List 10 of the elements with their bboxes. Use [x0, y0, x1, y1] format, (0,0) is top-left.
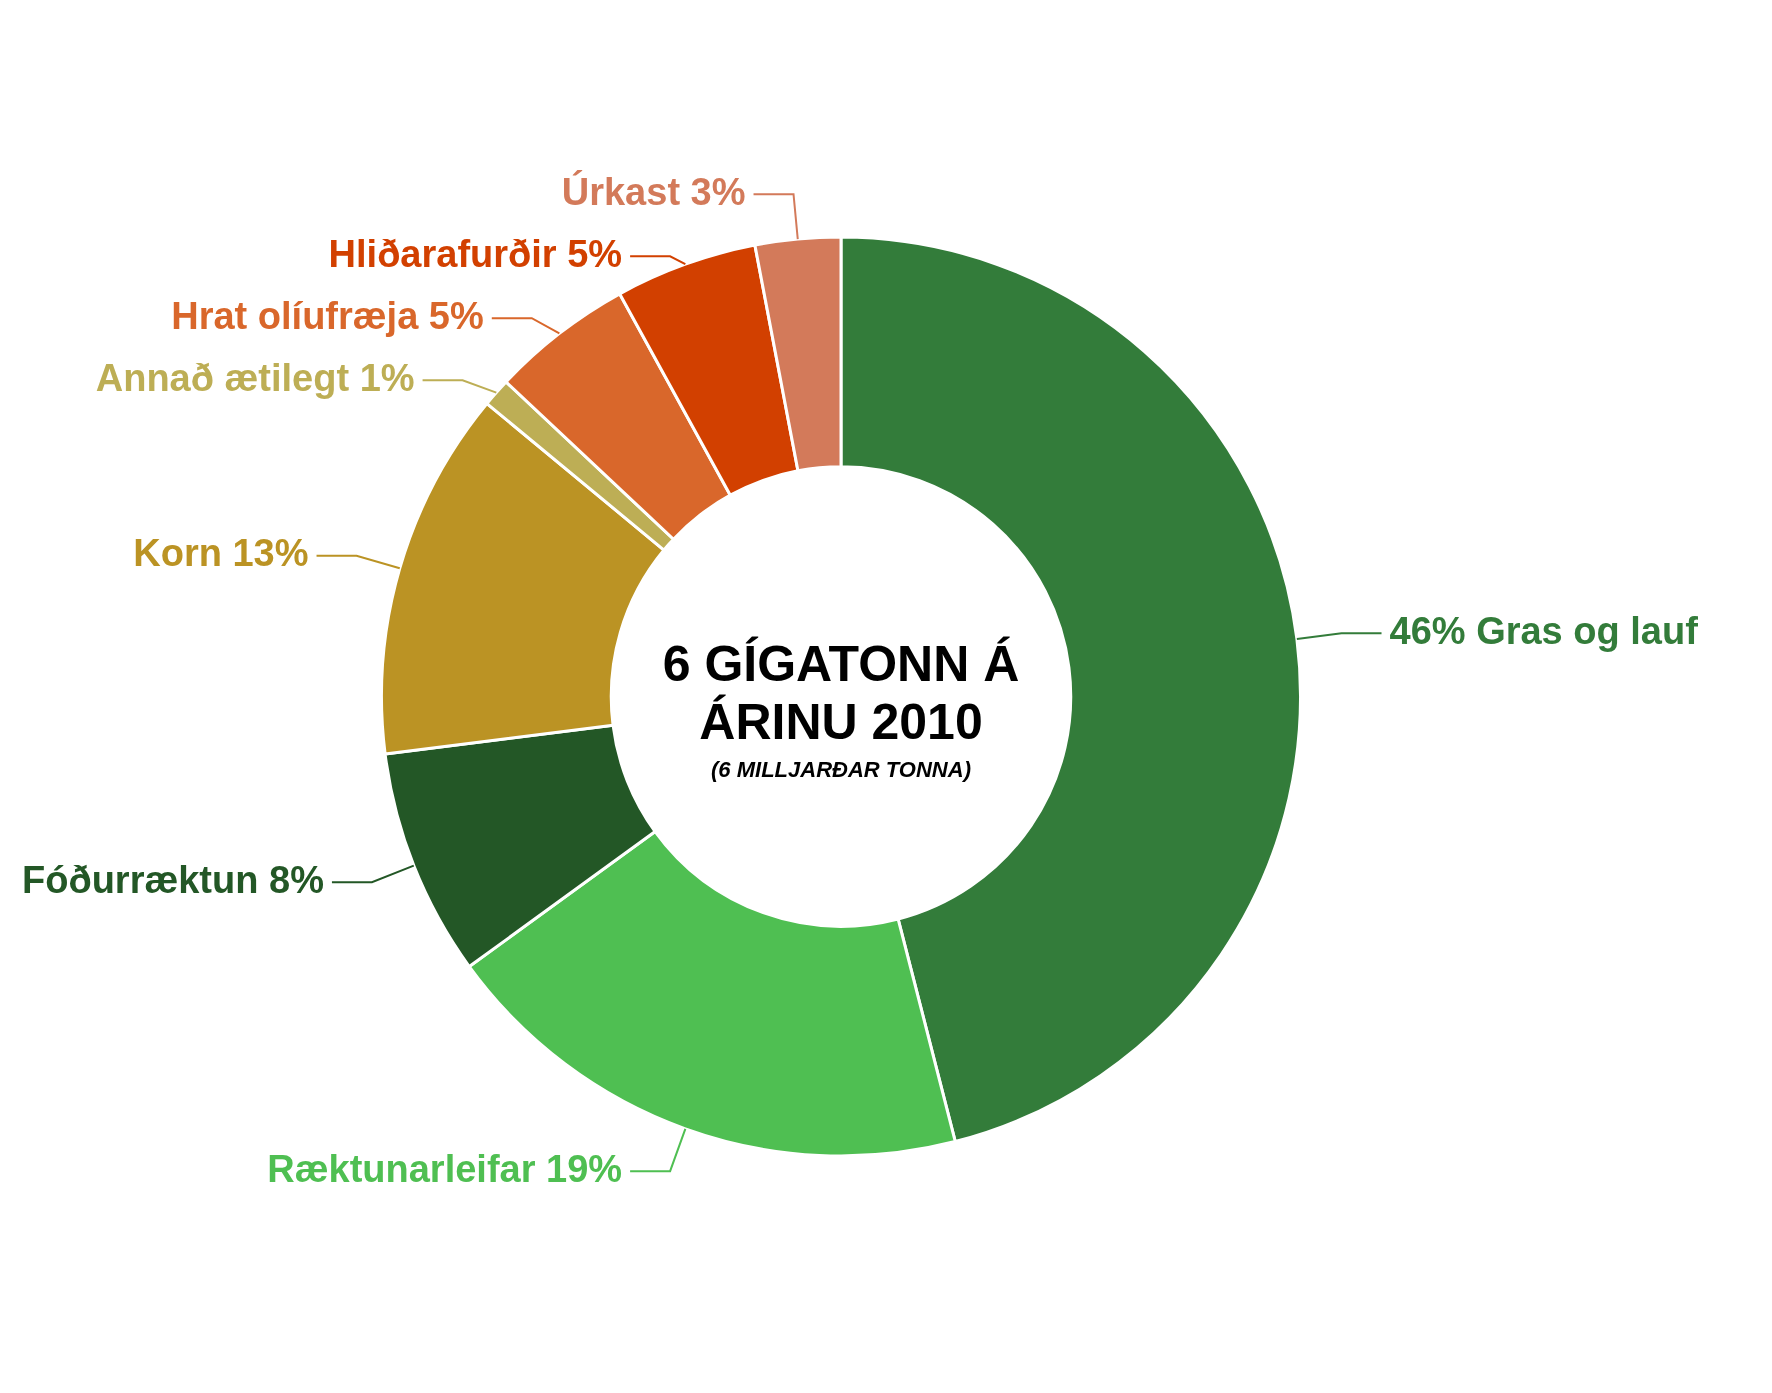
slice-label: Korn 13%: [133, 532, 309, 575]
slice-label: Hliðarafurðir 5%: [328, 232, 623, 275]
slice-label: Úrkast 3%: [561, 169, 746, 213]
text: (6 MILLJARÐAR TONNA): [711, 756, 971, 782]
slice-label: Hrat olíufræja 5%: [171, 294, 484, 337]
text: 6 GÍGATONN Á ÁRINU 2010: [662, 636, 1020, 751]
slice-label: Ræktunarleifar 19%: [267, 1147, 623, 1190]
slice-label: Fóðurræktun 8%: [22, 858, 324, 901]
slice-label: Annað ætilegt 1%: [95, 356, 415, 399]
slice-label: 46% Gras og lauf: [1389, 609, 1699, 652]
